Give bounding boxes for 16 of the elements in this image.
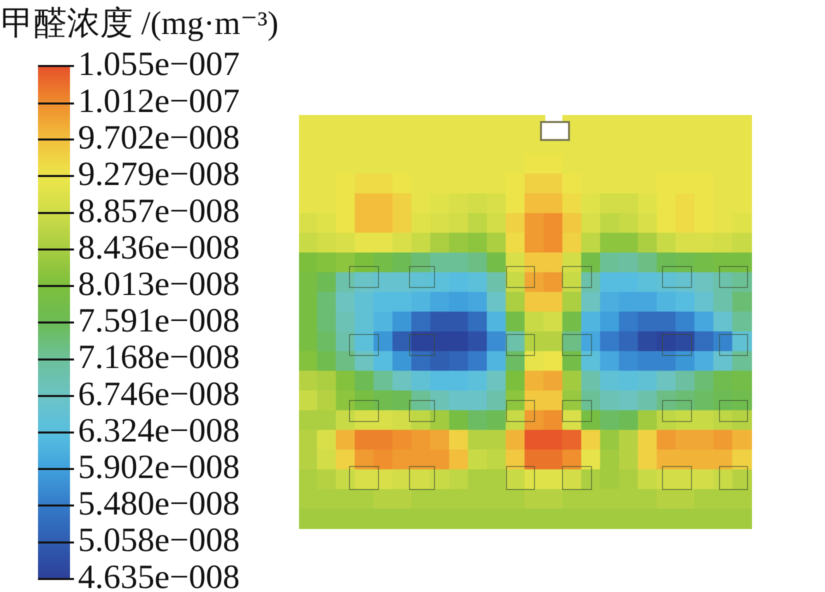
color-bar-label: 9.702e−008	[78, 119, 240, 156]
color-bar-label: 8.857e−008	[78, 192, 240, 230]
color-bar-label: 1.055e−007	[78, 46, 240, 83]
color-bar-label: 5.480e−008	[78, 486, 240, 523]
color-bar-label: 9.279e−008	[78, 156, 240, 194]
color-bar-label: 7.591e−008	[78, 302, 240, 340]
color-bar-label: 6.746e−008	[78, 376, 240, 413]
color-bar-label: 8.013e−008	[78, 266, 240, 303]
color-bar-label: 5.058e−008	[78, 522, 240, 560]
color-bar-label: 4.635e−008	[78, 558, 240, 592]
color-bar-label: 8.436e−008	[78, 229, 240, 266]
color-bar-title: 甲醛浓度 /(mg·m⁻³)	[1, 6, 279, 42]
color-bar-label: 6.324e−008	[78, 412, 240, 450]
color-bar-label: 5.902e−008	[78, 449, 240, 486]
color-bar-label: 1.012e−007	[78, 83, 240, 120]
color-bar-label: 7.168e−008	[78, 339, 240, 376]
